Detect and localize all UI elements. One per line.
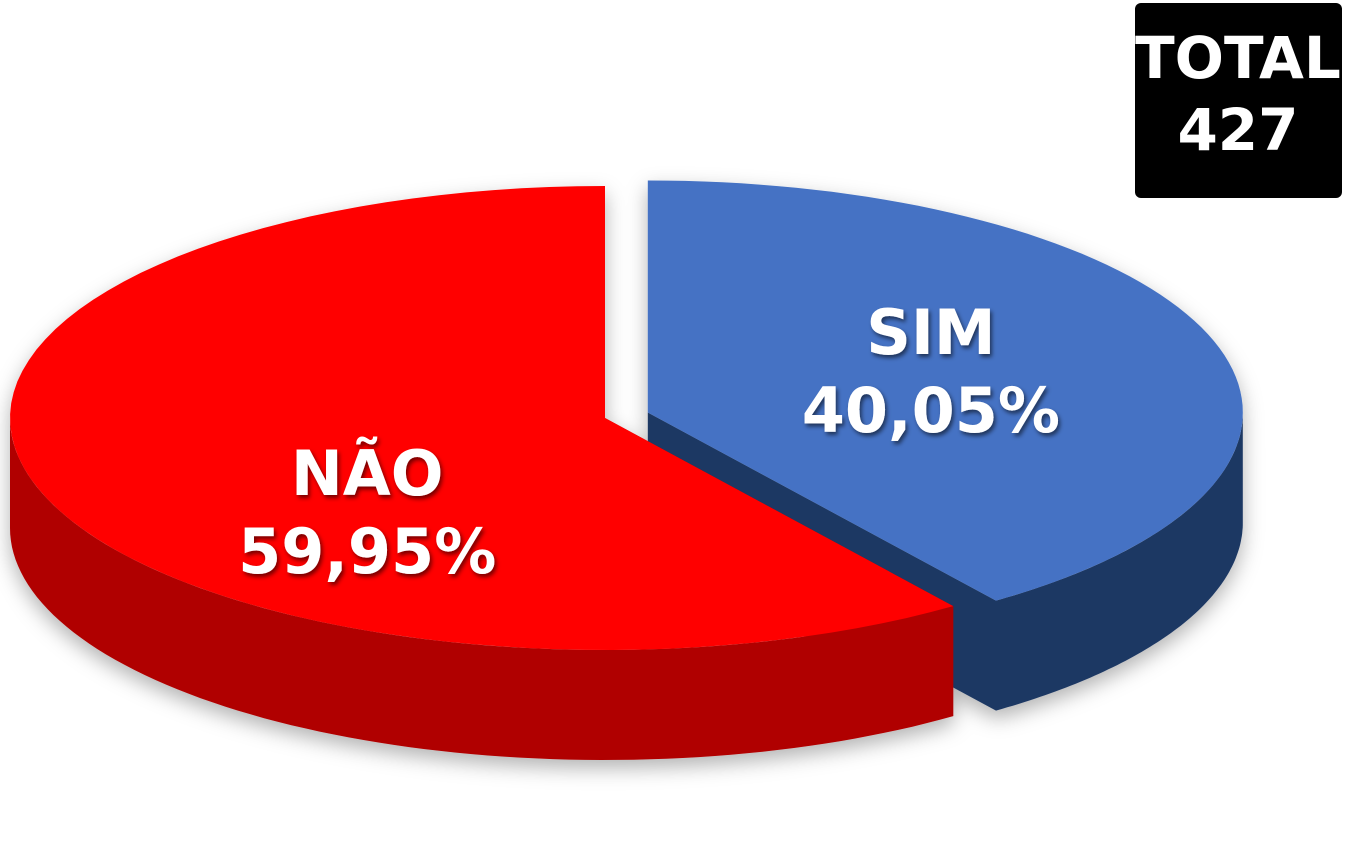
total-box (1135, 3, 1342, 198)
slice-value: 40,05% (802, 374, 1060, 447)
total-label: TOTAL (1135, 24, 1341, 92)
slice-category: NÃO (291, 437, 444, 510)
slice-value: 59,95% (238, 515, 496, 588)
pie (10, 180, 1243, 760)
slice-category: SIM (866, 296, 995, 369)
slice (647, 180, 1243, 601)
total-value: 427 (1177, 96, 1298, 164)
slice-side (10, 418, 954, 760)
slice (10, 186, 954, 650)
slice-side (996, 412, 1243, 711)
